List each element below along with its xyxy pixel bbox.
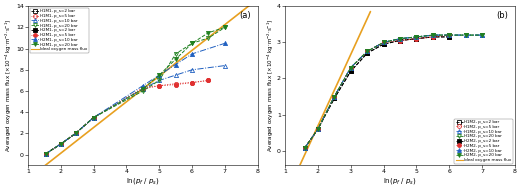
Legend: H1M2, p_s=2 bar, H1M2, p_s=5 bar, H1M2, p_s=10 bar, H1M2, p_s=20 bar, H2M2, p_s=: H1M2, p_s=2 bar, H1M2, p_s=5 bar, H1M2, …: [454, 119, 513, 164]
Y-axis label: Averaged oxygen mass flux [$\times$10$^{-4}$ kg$\cdot$m$^{-2}$$\cdot$s$^{-1}$]: Averaged oxygen mass flux [$\times$10$^{…: [265, 19, 276, 152]
Legend: H1M1, p_s=2 bar, H1M1, p_s=5 bar, H1M1, p_s=10 bar, H1M1, p_s=20 bar, H2M1, p_s=: H1M1, p_s=2 bar, H1M1, p_s=5 bar, H1M1, …: [30, 8, 89, 53]
Text: (b): (b): [496, 11, 508, 20]
X-axis label: ln($p_f$ / $p_s$): ln($p_f$ / $p_s$): [126, 176, 159, 186]
Y-axis label: Averaged oxygen mass flux [$\times$10$^{-4}$ kg$\cdot$m$^{-2}$$\cdot$s$^{-1}$]: Averaged oxygen mass flux [$\times$10$^{…: [4, 19, 15, 152]
X-axis label: ln($p_f$ / $p_s$): ln($p_f$ / $p_s$): [383, 176, 417, 186]
Text: (a): (a): [239, 11, 251, 20]
